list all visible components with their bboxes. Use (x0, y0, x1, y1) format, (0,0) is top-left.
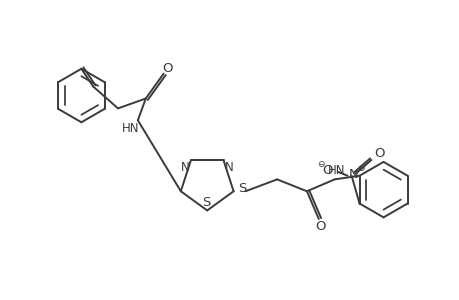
Text: HN: HN (327, 164, 345, 177)
Text: ⊕: ⊕ (356, 164, 364, 173)
Text: O: O (373, 148, 384, 160)
Text: S: S (202, 196, 210, 209)
Text: O: O (322, 164, 332, 177)
Text: N: N (224, 161, 233, 174)
Text: S: S (238, 182, 246, 195)
Text: N: N (180, 161, 189, 174)
Text: ⊖: ⊖ (316, 160, 324, 169)
Text: O: O (162, 62, 173, 75)
Text: HN: HN (122, 122, 140, 135)
Text: N: N (348, 168, 358, 181)
Text: O: O (315, 220, 325, 233)
